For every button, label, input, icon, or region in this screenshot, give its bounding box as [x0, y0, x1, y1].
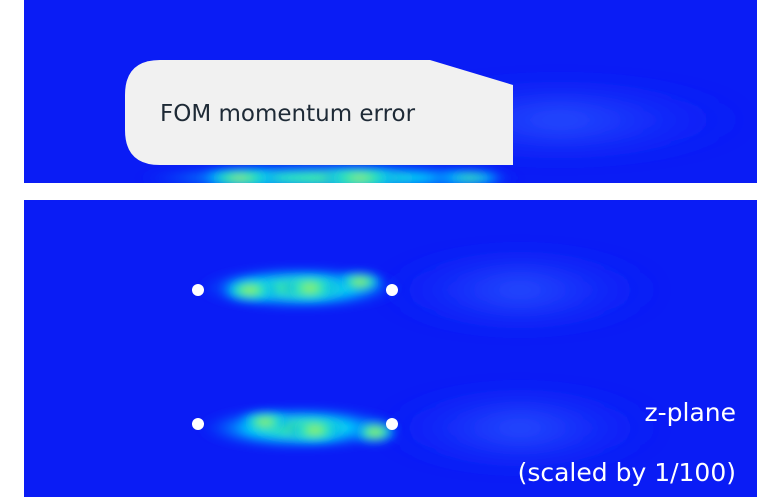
annotation-line: z-plane: [644, 398, 736, 427]
callout-text: FOM momentum error: [160, 101, 416, 127]
marker: [192, 418, 204, 430]
page: FOM momentum error z-plane (scaled by 1/…: [0, 0, 757, 500]
marker: [386, 418, 398, 430]
annotation-line: (scaled by 1/100): [518, 458, 736, 487]
bottom-panel: [24, 200, 757, 497]
marker: [192, 284, 204, 296]
marker: [386, 284, 398, 296]
figure: FOM momentum error z-plane (scaled by 1/…: [0, 0, 757, 500]
